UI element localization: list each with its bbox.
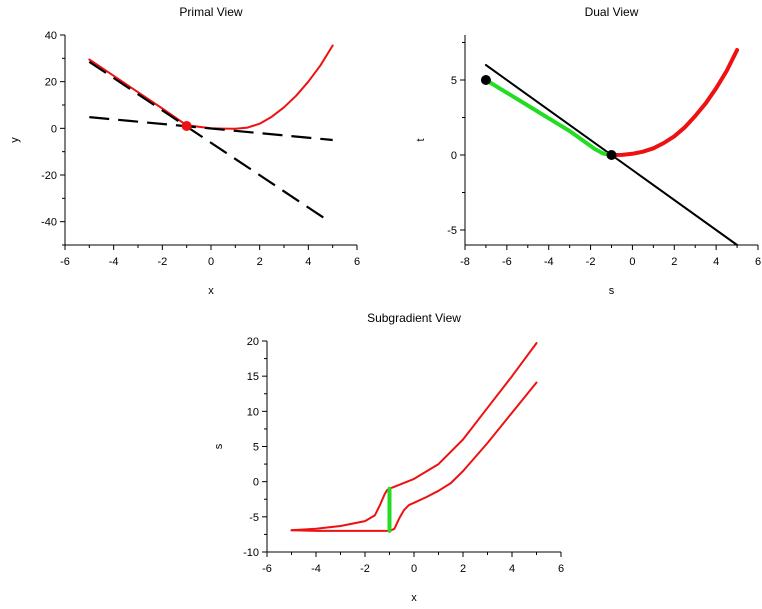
subgradient-x-tick-label: 2 — [460, 563, 466, 575]
subgradient-x-tick-label: -4 — [311, 563, 321, 575]
dual-ylabel: t — [415, 138, 427, 141]
dual-y-tick-label: 5 — [451, 75, 457, 87]
dual-x-tick-label: -4 — [544, 256, 554, 268]
dual-x-tick-label: 6 — [755, 256, 761, 268]
primal-ylabel: y — [9, 137, 21, 143]
subgradient-title: Subgradient View — [367, 311, 461, 325]
dual-x-tick-label: 0 — [629, 256, 635, 268]
dual-series-2 — [609, 48, 740, 157]
dual-x-tick-label: -8 — [460, 256, 470, 268]
subgradient-y-tick-label: 0 — [253, 477, 259, 489]
subgradient-y-tick-label: 20 — [247, 336, 259, 348]
primal-y-tick-label: 40 — [45, 30, 57, 42]
subgradient-series-0 — [290, 342, 538, 532]
subgradient-xlabel: x — [411, 592, 417, 604]
primal-series-1 — [88, 60, 329, 222]
dual-series-1 — [483, 78, 614, 157]
subgradient-y-tick-label: 15 — [247, 371, 259, 383]
primal-x-tick-label: -2 — [157, 256, 167, 268]
dual-x-tick-label: -6 — [502, 256, 512, 268]
dual-y-tick-label: 0 — [451, 150, 457, 162]
primal-y-tick-label: -20 — [41, 170, 57, 182]
dual-marker-0 — [480, 75, 491, 85]
dual-x-tick-label: 4 — [713, 256, 719, 268]
dual-y-tick-label: -5 — [447, 225, 457, 237]
primal-y-tick-label: -40 — [41, 217, 57, 229]
primal-x-tick-label: -6 — [60, 256, 70, 268]
primal-series-2 — [89, 116, 333, 142]
primal-xlabel: x — [208, 285, 214, 297]
primal-x-tick-label: 2 — [257, 256, 263, 268]
primal-marker-0 — [181, 121, 192, 131]
primal-series-0 — [88, 44, 334, 130]
primal-x-tick-label: 6 — [354, 256, 360, 268]
primal-y-tick-label: 0 — [51, 123, 57, 135]
subgradient-y-tick-label: 5 — [253, 442, 259, 454]
dual-marker-1 — [606, 150, 617, 160]
subgradient-y-tick-label: -10 — [243, 547, 259, 559]
subgradient-series-1 — [290, 381, 538, 532]
primal-x-tick-label: -4 — [109, 256, 119, 268]
subgradient-x-tick-label: 4 — [509, 563, 515, 575]
primal-title: Primal View — [179, 5, 242, 19]
subgradient-x-tick-label: -2 — [360, 563, 370, 575]
dual-x-tick-label: -2 — [586, 256, 596, 268]
dual-xlabel: s — [609, 285, 615, 297]
subgradient-x-tick-label: 0 — [411, 563, 417, 575]
subgradient-x-tick-label: -6 — [262, 563, 272, 575]
primal-x-tick-label: 0 — [208, 256, 214, 268]
subgradient-ylabel: s — [213, 443, 225, 449]
primal-y-tick-label: 20 — [45, 77, 57, 89]
subgradient-x-tick-label: 6 — [558, 563, 564, 575]
primal-x-tick-label: 4 — [305, 256, 311, 268]
dual-title: Dual View — [585, 5, 639, 19]
subgradient-y-tick-label: -5 — [249, 512, 259, 524]
dual-x-tick-label: 2 — [671, 256, 677, 268]
subgradient-y-tick-label: 10 — [247, 406, 259, 418]
